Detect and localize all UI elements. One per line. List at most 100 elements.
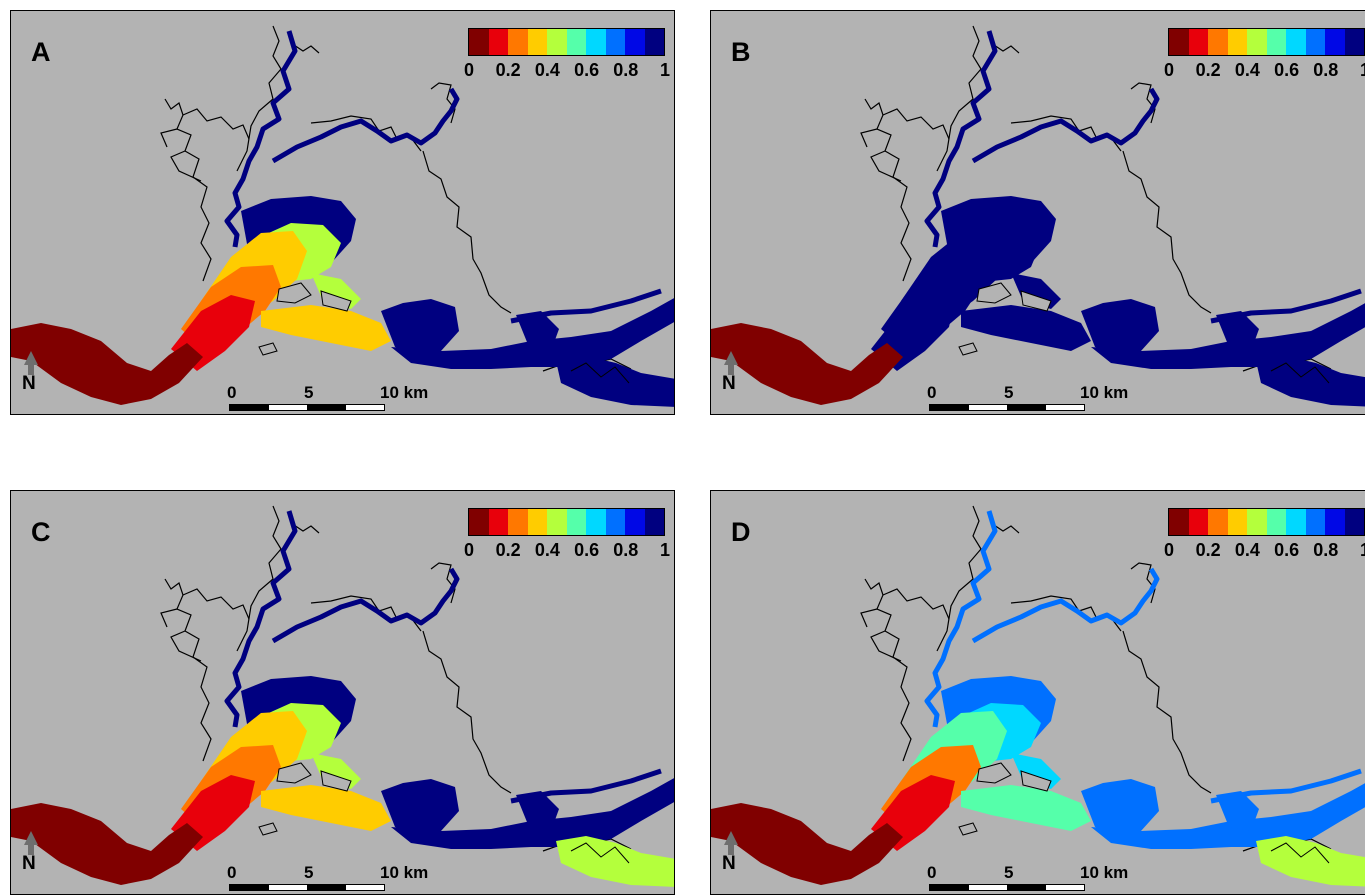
colorbar-tick-label: 0.4 — [1234, 60, 1260, 80]
estuary-map — [11, 25, 674, 407]
north-arrow-icon: N — [721, 351, 743, 401]
colorbar-tick-label: 0.6 — [1274, 540, 1300, 560]
colorbar-ticks: 0 0.2 0.4 0.6 0.8 1 — [1163, 540, 1365, 562]
colorbar-tick-label: 0.8 — [1313, 60, 1339, 80]
colorbar-tick-label: 0 — [1163, 540, 1175, 560]
colorbar-tick-label: 0.6 — [574, 540, 600, 560]
scale-label: 0 — [227, 863, 237, 882]
islands — [258, 282, 352, 356]
colorbar-segment — [469, 29, 489, 55]
arrow-shaft — [28, 845, 34, 855]
islands — [958, 282, 1052, 356]
colorbar-segment — [1266, 509, 1286, 535]
colorbar-segment — [1169, 29, 1189, 55]
colorbar-tick-label: 0 — [463, 60, 475, 80]
scale-bar-segments — [929, 884, 1085, 891]
colorbar-tick-label: 0.2 — [1195, 540, 1221, 560]
colorbar-segment — [1305, 29, 1325, 55]
map-panel-d: D 0 0.2 0.4 0.6 0.8 1 N 0 5 10 km — [710, 490, 1365, 895]
colorbar-segment — [1266, 29, 1286, 55]
scale-bar-segments — [229, 404, 385, 411]
scale-label: 5 — [1004, 863, 1014, 882]
map-panel-b: B 0 0.2 0.4 0.6 0.8 1 N 0 5 10 km — [710, 10, 1365, 415]
arrow-head — [724, 351, 738, 365]
colorbar-tick-label: 1 — [1360, 60, 1365, 81]
colorbar-segment — [1286, 29, 1306, 55]
colorbar-tick-label: 1 — [659, 60, 671, 80]
colorbar-segment — [1208, 29, 1228, 55]
estuary-body — [11, 676, 391, 885]
scale-bar: 0 5 10 km — [925, 383, 1165, 413]
colorbar — [468, 508, 665, 536]
north-label: N — [722, 853, 736, 874]
colorbar-segment — [586, 29, 606, 55]
colorbar — [1168, 508, 1365, 536]
colorbar-tick-label: 0 — [1163, 60, 1175, 80]
arrow-head — [24, 351, 38, 365]
scale-label: 5 — [304, 863, 314, 882]
colorbar-segment — [527, 509, 547, 535]
arrow-head — [724, 831, 738, 845]
colorbar-tick-label: 0 — [463, 540, 475, 560]
estuary-map — [11, 505, 674, 887]
colorbar-segment — [1247, 509, 1267, 535]
colorbar-segment — [469, 509, 489, 535]
estuary-body — [711, 676, 1091, 885]
colorbar-segment — [1227, 509, 1247, 535]
colorbar-segment — [1188, 509, 1208, 535]
colorbar-segment — [1286, 509, 1306, 535]
colorbar-tick-label: 0.4 — [1234, 540, 1260, 560]
scale-bar-segments — [929, 404, 1085, 411]
scale-label: 10 km — [380, 863, 429, 882]
scale-label: 10 km — [380, 383, 429, 402]
colorbar-segment — [605, 509, 625, 535]
scale-bar: 0 5 10 km — [225, 383, 465, 413]
scale-label: 5 — [1004, 383, 1014, 402]
map-panel-a: A 0 0.2 0.4 0.6 0.8 1 N 0 5 10 km — [10, 10, 675, 415]
arrow-shaft — [728, 365, 734, 375]
colorbar-segment — [1344, 29, 1364, 55]
islands — [258, 762, 352, 836]
colorbar-segment — [1227, 29, 1247, 55]
colorbar-tick-label: 1 — [659, 540, 671, 560]
colorbar-ticks: 0 0.2 0.4 0.6 0.8 1 — [1163, 60, 1365, 82]
colorbar-segment — [644, 509, 664, 535]
estuary-map — [711, 505, 1365, 887]
colorbar-tick-label: 0.6 — [1274, 60, 1300, 80]
colorbar-segment — [1208, 509, 1228, 535]
colorbar-ticks: 0 0.2 0.4 0.6 0.8 1 — [463, 540, 673, 562]
colorbar-tick-label: 1 — [1360, 540, 1365, 561]
delta-flats — [1081, 299, 1365, 407]
arrow-shaft — [728, 845, 734, 855]
colorbar-segment — [1325, 509, 1345, 535]
colorbar-segment — [1169, 509, 1189, 535]
colorbar-tick-label: 0.4 — [534, 60, 560, 80]
colorbar-segment — [1188, 29, 1208, 55]
colorbar-segment — [1247, 29, 1267, 55]
colorbar-segment — [586, 509, 606, 535]
north-arrow-icon: N — [21, 831, 43, 881]
scale-label: 0 — [927, 383, 937, 402]
colorbar-tick-label: 0.6 — [574, 60, 600, 80]
colorbar — [468, 28, 665, 56]
north-label: N — [22, 373, 36, 394]
scale-bar-segments — [229, 884, 385, 891]
colorbar-segment — [527, 29, 547, 55]
scale-label: 0 — [927, 863, 937, 882]
colorbar-segment — [625, 29, 645, 55]
delta-flats — [381, 778, 674, 887]
panel-label: B — [731, 37, 751, 67]
map-panel-c: C 0 0.2 0.4 0.6 0.8 1 N 0 5 10 km — [10, 490, 675, 895]
north-arrow-icon: N — [21, 351, 43, 401]
colorbar-segment — [625, 509, 645, 535]
colorbar-tick-label: 0.8 — [1313, 540, 1339, 560]
north-label: N — [722, 373, 736, 394]
colorbar-segment — [566, 509, 586, 535]
estuary-map — [711, 25, 1365, 407]
colorbar-segment — [644, 29, 664, 55]
scale-bar: 0 5 10 km — [225, 863, 465, 893]
scale-bar: 0 5 10 km — [925, 863, 1165, 893]
panel-label: A — [31, 37, 51, 67]
arrow-head — [24, 831, 38, 845]
colorbar — [1168, 28, 1365, 56]
